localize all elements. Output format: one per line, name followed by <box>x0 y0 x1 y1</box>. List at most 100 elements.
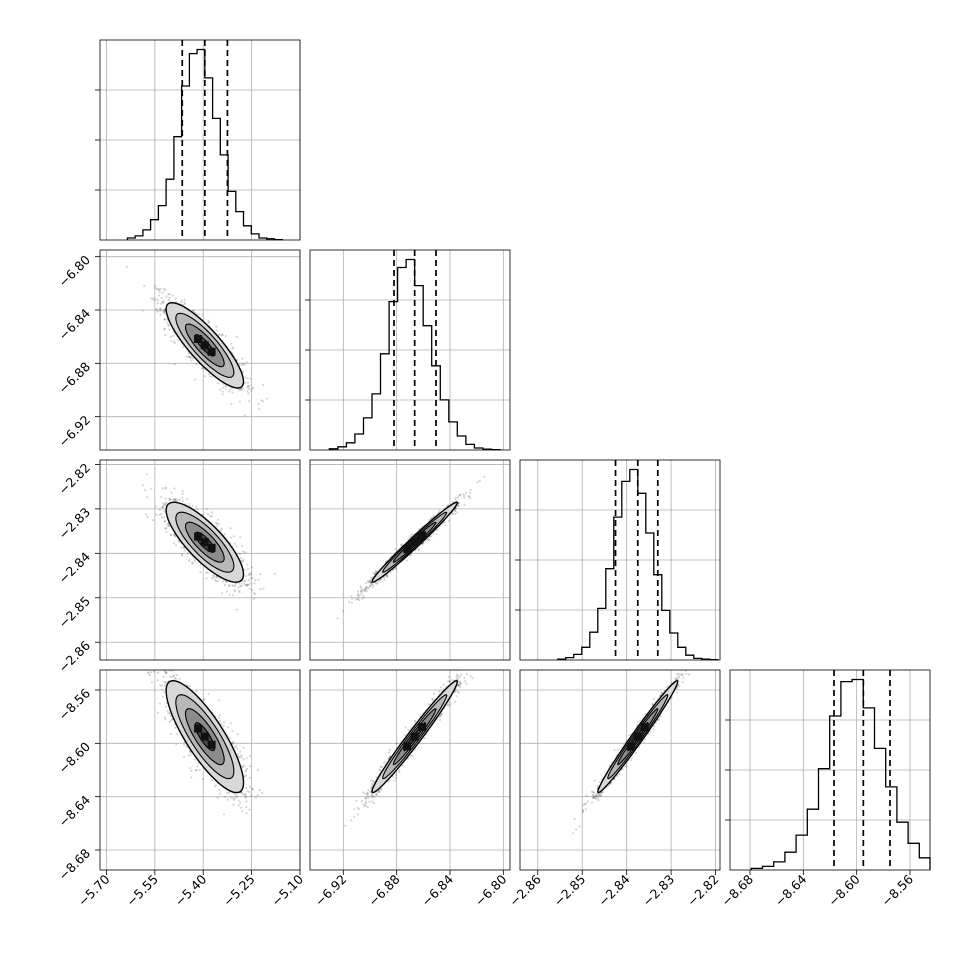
sample-point <box>239 557 243 560</box>
sample-point <box>165 671 168 674</box>
sample-point <box>195 362 198 365</box>
density-peak-cell <box>200 538 209 547</box>
sample-point <box>218 719 221 723</box>
sample-point <box>262 587 265 590</box>
sample-point <box>383 578 386 581</box>
sample-point <box>174 544 178 547</box>
sample-point <box>143 664 145 666</box>
sample-point <box>164 289 167 292</box>
sample-point <box>234 793 237 796</box>
sample-point <box>260 399 263 402</box>
sample-point <box>212 574 215 577</box>
sample-point <box>435 529 438 532</box>
sample-point <box>188 558 191 561</box>
sample-point <box>228 593 231 596</box>
sample-point <box>254 592 257 596</box>
sample-point <box>241 364 244 367</box>
sample-point <box>364 590 367 593</box>
sample-point <box>161 487 164 490</box>
sample-point <box>159 313 162 316</box>
sample-point <box>248 384 251 387</box>
sample-point <box>259 573 262 576</box>
sample-point <box>351 597 354 600</box>
sample-point <box>154 505 158 508</box>
sample-point <box>199 571 202 574</box>
sample-point <box>244 796 247 799</box>
sample-point <box>252 386 255 389</box>
sample-point <box>161 301 164 304</box>
histogram-panel-3 <box>725 669 931 871</box>
sample-point <box>125 265 128 268</box>
sample-point <box>198 313 201 316</box>
sample-point <box>453 509 457 512</box>
sample-point <box>370 583 373 586</box>
sample-point <box>242 582 245 586</box>
sample-point <box>152 298 155 302</box>
sample-point <box>238 400 241 403</box>
density-peak-cell <box>410 538 419 547</box>
sample-point <box>463 503 466 506</box>
sample-point <box>189 753 192 756</box>
sample-point <box>246 583 249 586</box>
sample-point <box>233 542 236 545</box>
sample-point <box>469 491 472 494</box>
histogram-panel-2 <box>515 459 721 661</box>
sample-point <box>155 298 158 301</box>
sample-point <box>231 347 234 350</box>
sample-point <box>244 381 247 385</box>
panel-frame <box>309 249 511 451</box>
sample-point <box>158 307 161 310</box>
sample-point <box>452 512 455 516</box>
sample-point <box>164 487 167 490</box>
sample-point <box>158 288 161 291</box>
sample-point <box>144 489 147 492</box>
sample-point <box>250 573 253 576</box>
sample-point <box>191 504 194 507</box>
panel-frame <box>99 39 301 241</box>
sample-point <box>229 527 232 530</box>
sample-point <box>231 391 234 394</box>
sample-point <box>454 497 457 500</box>
sample-point <box>225 581 228 584</box>
sample-point <box>201 367 204 370</box>
sample-point <box>215 329 218 332</box>
sample-point <box>367 580 370 583</box>
sample-point <box>227 584 231 587</box>
sample-point <box>208 321 211 324</box>
sample-point <box>251 577 254 580</box>
sample-point <box>157 288 160 291</box>
sample-point <box>235 335 238 338</box>
sample-point <box>458 494 461 497</box>
sample-point <box>259 588 262 591</box>
sample-point <box>158 513 161 517</box>
sample-point <box>164 502 167 505</box>
sample-point <box>211 577 214 580</box>
sample-point <box>172 542 176 545</box>
sample-point <box>336 617 339 620</box>
sample-point <box>215 580 218 583</box>
sample-point <box>235 545 238 548</box>
sample-point <box>430 516 433 520</box>
sample-point <box>432 514 435 518</box>
sample-point <box>476 481 479 484</box>
panel-content <box>141 473 276 611</box>
sample-point <box>165 501 168 504</box>
sample-point <box>160 297 163 300</box>
sample-point <box>232 594 235 597</box>
sample-point <box>188 503 191 506</box>
sample-point <box>244 568 247 571</box>
density-peak-cell <box>418 531 427 540</box>
sample-point <box>246 584 249 587</box>
sample-point <box>159 302 163 305</box>
sample-point <box>248 587 251 590</box>
sample-point <box>247 392 250 395</box>
sample-point <box>163 516 166 519</box>
sample-point <box>156 310 159 313</box>
sample-point <box>212 576 215 579</box>
sample-point <box>483 475 486 478</box>
sample-point <box>241 386 244 389</box>
sample-point <box>163 287 166 290</box>
sample-point <box>394 548 397 551</box>
sample-point <box>163 520 166 523</box>
histogram-panel-1 <box>305 249 511 451</box>
